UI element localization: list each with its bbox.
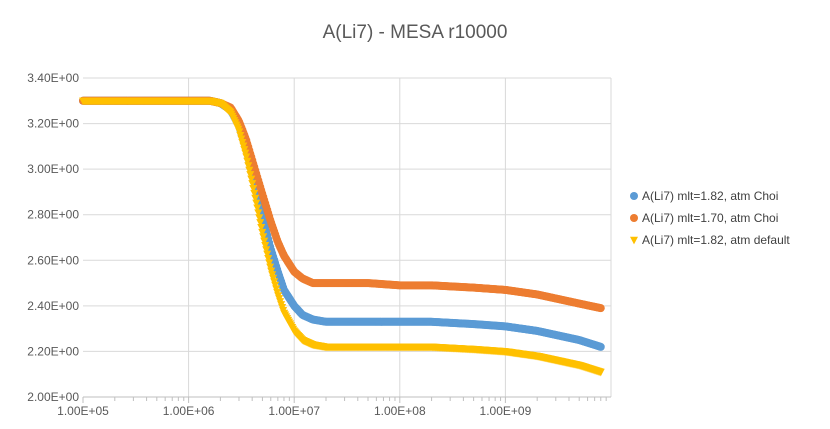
legend-label: A(Li7) mlt=1.70, atm Choi xyxy=(642,211,778,225)
data-point xyxy=(596,368,605,377)
axis-layer: 2.00E+00 2.20E+00 2.40E+00 2.60E+00 2.80E+00… xyxy=(27,71,611,418)
chart-title: A(Li7) - MESA r10000 xyxy=(323,22,508,43)
data-point xyxy=(265,259,274,267)
legend-marker xyxy=(630,236,638,245)
data-point xyxy=(261,241,270,250)
y-tick-label: 3.20E+00 xyxy=(27,117,79,131)
legend-label: A(Li7) mlt=1.82, atm Choi xyxy=(642,189,778,203)
data-point xyxy=(242,153,251,161)
data-point xyxy=(262,246,271,254)
x-tick-label: 1.00E+06 xyxy=(163,404,215,418)
data-point xyxy=(251,194,260,203)
legend-entry: A(Li7) mlt=1.82, atm default xyxy=(630,233,790,247)
series-2 xyxy=(79,96,605,313)
y-tick-label: 2.00E+00 xyxy=(27,390,79,404)
data-point xyxy=(257,223,266,232)
x-tick-label: 1.00E+07 xyxy=(268,404,320,418)
data-point xyxy=(247,175,256,184)
data-point xyxy=(253,204,262,213)
legend-entry: A(Li7) mlt=1.70, atm Choi xyxy=(630,211,778,225)
x-tick-label: 1.00E+09 xyxy=(480,404,532,418)
data-point xyxy=(248,180,257,188)
data-point xyxy=(256,219,265,227)
y-tick-label: 2.20E+00 xyxy=(27,344,79,358)
legend-marker xyxy=(630,192,638,200)
data-point xyxy=(264,254,273,263)
y-tick-label: 2.60E+00 xyxy=(27,253,79,267)
data-point xyxy=(266,263,275,272)
data-point xyxy=(249,184,258,193)
data-point xyxy=(244,162,253,170)
data-point xyxy=(260,237,269,246)
data-point xyxy=(259,233,268,241)
data-point xyxy=(246,171,255,179)
data-point xyxy=(596,304,605,313)
y-tick-label: 2.40E+00 xyxy=(27,299,79,313)
data-point xyxy=(258,228,267,237)
data-point xyxy=(245,166,254,175)
data-point xyxy=(250,189,259,198)
legend: A(Li7) mlt=1.82, atm Choi A(Li7) mlt=1.70… xyxy=(630,189,790,247)
data-point xyxy=(596,342,605,351)
y-tick-label: 3.00E+00 xyxy=(27,162,79,176)
data-point xyxy=(243,157,252,166)
data-point xyxy=(252,199,261,208)
legend-label: A(Li7) mlt=1.82, atm default xyxy=(642,233,790,247)
data-point xyxy=(263,250,272,259)
data-point xyxy=(255,214,264,222)
series-layer xyxy=(79,96,605,377)
y-tick-label: 2.80E+00 xyxy=(27,208,79,222)
legend-entry: A(Li7) mlt=1.82, atm Choi xyxy=(630,189,778,203)
legend-marker xyxy=(630,214,638,222)
grid-layer xyxy=(83,77,612,397)
x-tick-label: 1.00E+05 xyxy=(57,404,109,418)
data-point xyxy=(254,209,263,217)
y-tick-label: 3.40E+00 xyxy=(27,71,79,85)
series-3 xyxy=(79,97,605,377)
x-tick-label: 1.00E+08 xyxy=(374,404,426,418)
series-1 xyxy=(79,96,605,351)
